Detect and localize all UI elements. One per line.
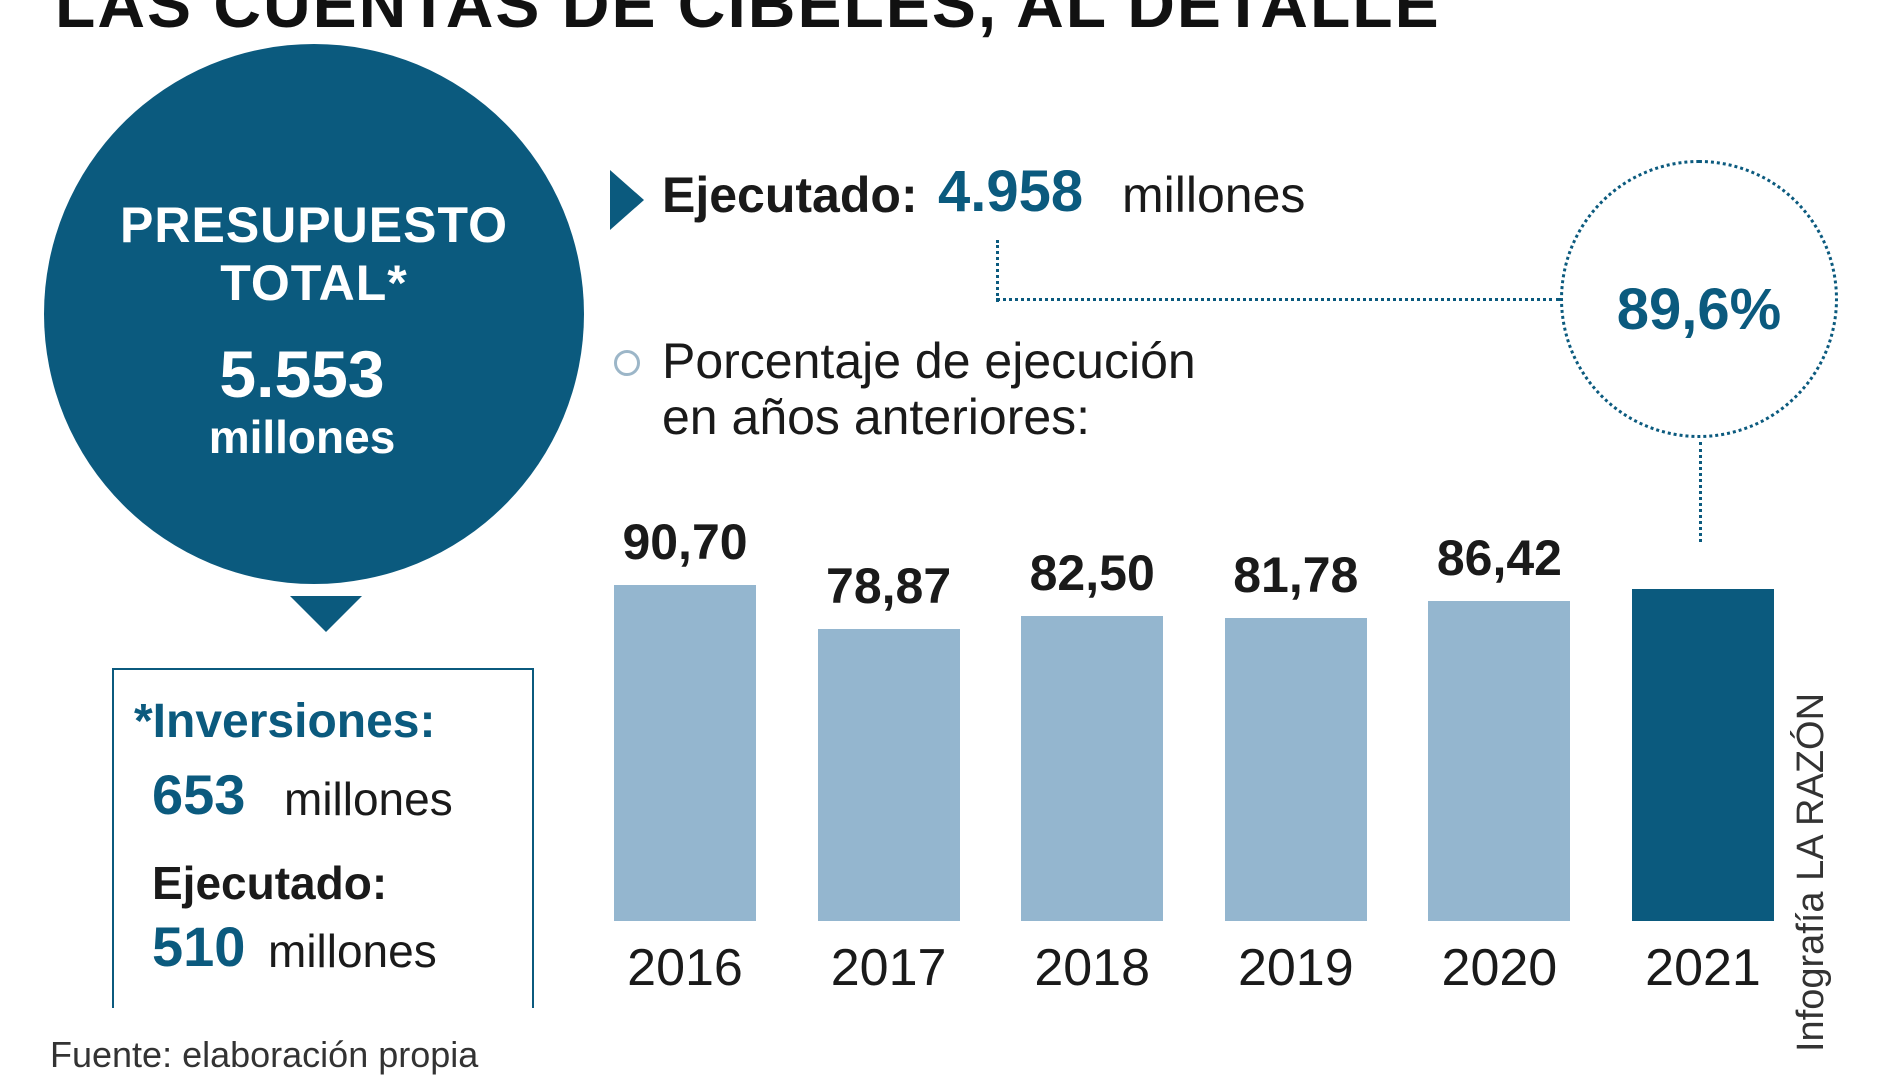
investments-value: 653 <box>152 763 246 826</box>
executed-unit: millones <box>1122 167 1306 223</box>
budget-label-line1: PRESUPUESTO <box>120 197 508 253</box>
credit-text: Infografía LA RAZÓN <box>1790 692 1832 1052</box>
year-tick-label-2018: 2018 <box>1034 939 1151 997</box>
bar-value-label-2020: 86,42 <box>1436 530 1562 587</box>
bar-value-label-2016: 90,70 <box>622 514 748 571</box>
investments-box <box>112 668 534 1008</box>
bar-value-label-2017: 78,87 <box>826 558 952 615</box>
current-percentage-value: 89,6% <box>1616 277 1782 342</box>
investments-executed-label: Ejecutado: <box>152 857 388 909</box>
investments-executed-value: 510 <box>152 915 246 978</box>
bar-2017 <box>817 629 960 921</box>
bar-2016 <box>614 585 756 921</box>
budget-value: 5.553 <box>219 337 385 411</box>
bar-value-label-2018: 82,50 <box>1029 544 1155 601</box>
budget-label: PRESUPUESTO TOTAL* <box>44 196 584 312</box>
chart-title: LAS CUENTAS DE CIBELES, AL DETALLE <box>55 0 1441 41</box>
investments-label: *Inversiones: <box>134 695 436 748</box>
investments-unit: millones <box>284 773 453 825</box>
year-tick-label-2017: 2017 <box>830 939 947 997</box>
budget-circle <box>44 44 584 584</box>
connector-line-to-bar <box>1699 442 1702 542</box>
percentage-text-line1: Porcentaje de ejecución <box>662 333 1196 389</box>
current-percentage-circle <box>1560 160 1838 438</box>
year-tick-label-2019: 2019 <box>1237 939 1354 997</box>
bar-2020 <box>1428 601 1571 921</box>
triangle-arrow-icon <box>610 170 644 230</box>
bar-value-label-2019: 81,78 <box>1233 547 1359 604</box>
connector-line-vertical <box>996 240 999 302</box>
connector-line-horizontal <box>996 298 1560 301</box>
investments-executed-unit: millones <box>268 925 437 977</box>
budget-unit: millones <box>208 411 396 463</box>
circle-bullet-icon <box>614 350 640 376</box>
year-tick-label-2020: 2020 <box>1441 939 1558 997</box>
executed-label: Ejecutado: <box>662 167 918 223</box>
bar-2021 <box>1632 589 1774 921</box>
year-tick-label-2021: 2021 <box>1645 939 1761 997</box>
percentage-text-line2: en años anteriores: <box>662 389 1091 445</box>
source-note: Fuente: elaboración propia <box>50 1034 479 1075</box>
bar-2018 <box>1021 615 1164 921</box>
budget-label-line2: TOTAL* <box>220 255 408 311</box>
down-pointer-icon <box>290 596 362 632</box>
executed-value: 4.958 <box>938 159 1084 224</box>
bar-2019 <box>1224 618 1367 921</box>
year-tick-label-2016: 2016 <box>627 939 743 997</box>
